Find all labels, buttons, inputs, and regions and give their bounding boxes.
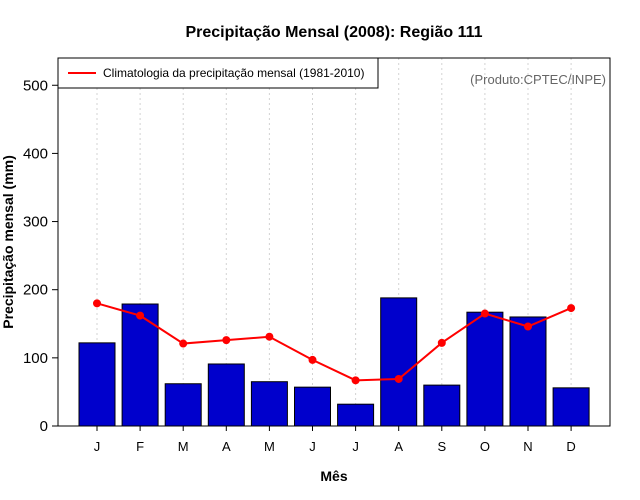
- climatology-point: [308, 355, 317, 364]
- bar: [509, 316, 547, 427]
- y-tick-label: 0: [40, 418, 48, 435]
- y-tick-label: 400: [23, 145, 48, 162]
- climatology-point: [93, 299, 101, 308]
- x-tick-label: A: [222, 439, 231, 454]
- legend: Climatologia da precipitação mensal (198…: [57, 57, 379, 89]
- climatology-point: [136, 311, 145, 320]
- bar: [164, 383, 202, 427]
- x-axis-label: Mês: [320, 468, 347, 484]
- x-tick-label: N: [523, 439, 532, 454]
- bar: [121, 303, 159, 427]
- climatology-point: [351, 376, 360, 385]
- bar: [337, 403, 375, 427]
- bar: [294, 386, 331, 427]
- y-axis: 0 100 200 300 400 500: [23, 77, 58, 435]
- chart-title: Precipitação Mensal (2008): Região 111: [185, 24, 482, 41]
- x-tick-label: M: [264, 439, 275, 454]
- credit-text: (Produto:CPTEC/INPE): [470, 72, 606, 87]
- y-axis-label: Precipitação mensal (mm): [0, 155, 16, 329]
- x-tick-label: D: [566, 439, 575, 454]
- y-tick-label: 300: [23, 214, 48, 231]
- x-tick-label: M: [178, 439, 189, 454]
- x-tick-label: F: [136, 439, 144, 454]
- climatology-line: [96, 302, 572, 382]
- climatology-point: [179, 339, 188, 348]
- bar: [207, 363, 245, 427]
- x-tick-label: S: [437, 439, 446, 454]
- bar: [78, 342, 116, 427]
- y-tick-label: 500: [23, 77, 48, 94]
- bar: [250, 381, 288, 427]
- climatology-point: [524, 322, 532, 331]
- climatology-point: [265, 332, 274, 341]
- x-tick-label: O: [480, 439, 490, 454]
- bar: [466, 311, 504, 427]
- x-tick-label: J: [309, 439, 316, 454]
- climatology-point: [480, 309, 489, 318]
- y-tick-label: 100: [23, 350, 48, 367]
- climatology-point: [437, 338, 446, 347]
- bar: [552, 387, 590, 427]
- x-tick-label: J: [352, 439, 359, 454]
- y-tick-label: 200: [23, 282, 48, 299]
- x-tick-label: A: [394, 439, 403, 454]
- climatology-point: [222, 336, 231, 345]
- legend-box: [57, 57, 379, 89]
- bar-series: [78, 297, 590, 427]
- climatology-line-series: [93, 299, 576, 385]
- legend-label: Climatologia da precipitação mensal (198…: [103, 66, 364, 80]
- climatology-point: [394, 374, 403, 383]
- bar: [423, 384, 461, 427]
- x-tick-label: J: [94, 439, 101, 454]
- climatology-point: [567, 304, 576, 313]
- bar: [380, 297, 418, 427]
